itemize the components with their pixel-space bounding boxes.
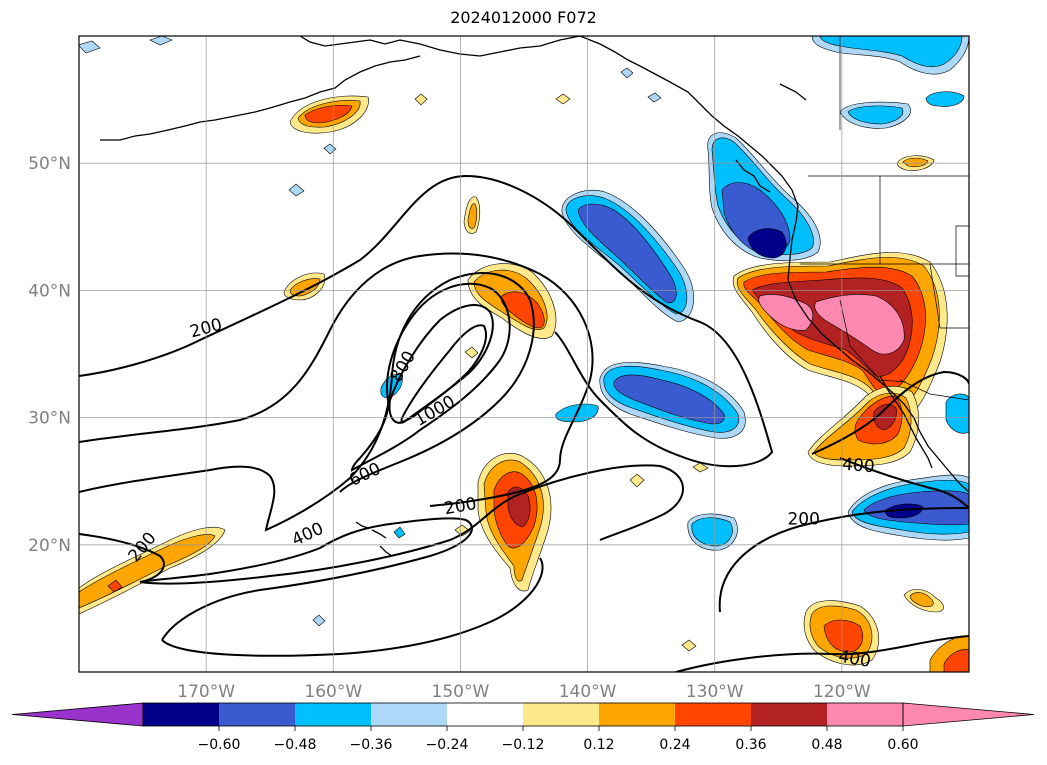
colorbar-tick-label: 0.48 [811,737,842,753]
colorbar-bin [371,703,448,726]
border-layer [800,36,969,401]
contour-label: 400 [841,455,875,478]
latitude-labels: 50°N 40°N 30°N 20°N [28,154,71,556]
colorbar-tick-label: 0.60 [887,737,918,753]
contour-layer [79,174,969,672]
colorbar-tick-label: 0.24 [659,737,690,753]
colorbar-tick-label: −0.48 [274,737,317,753]
latitude-label: 50°N [28,154,71,174]
colorbar-bin [827,703,904,726]
longitude-label: 170°W [177,682,235,702]
map-content [79,36,969,672]
latitude-label: 20°N [28,536,71,556]
longitude-label: 140°W [559,682,617,702]
latitude-label: 30°N [28,409,71,429]
colorbar-over-extension [902,702,1035,727]
map-frame [78,35,970,673]
colorbar-bin [143,703,220,726]
colorbar-tick-label: −0.12 [502,737,545,753]
colorbar-bin [751,703,828,726]
colorbar-tick-label: −0.24 [426,737,469,753]
longitude-label: 160°W [304,682,362,702]
gridlines [79,36,969,672]
coastline-layer [100,36,969,557]
latitude-label: 40°N [28,281,71,301]
longitude-label: 120°W [813,682,871,702]
map-title: 2024012000 F072 [450,8,597,27]
colorbar-bin [675,703,752,726]
colorbar-bin [219,703,296,726]
colorbar-bin [599,703,676,726]
colorbar-tick-label: −0.36 [350,737,393,753]
colorbar-bin [447,703,524,726]
colorbar-tick-label: −0.60 [198,737,241,753]
longitude-label: 150°W [432,682,490,702]
longitude-label: 130°W [686,682,744,702]
colorbar-tick-label: 0.12 [583,737,614,753]
colorbar-bin [523,703,600,726]
longitude-labels: 170°W 160°W 150°W 140°W 130°W 120°W [177,682,871,702]
contour-label: 200 [787,509,819,529]
colorbar-tick-label: 0.36 [735,737,766,753]
colorbar: −0.60 −0.48 −0.36 −0.24 −0.12 0.12 0.24 0.36 0.4… [11,702,1035,753]
colorbar-under-extension [11,702,144,727]
colorbar-bin [295,703,372,726]
